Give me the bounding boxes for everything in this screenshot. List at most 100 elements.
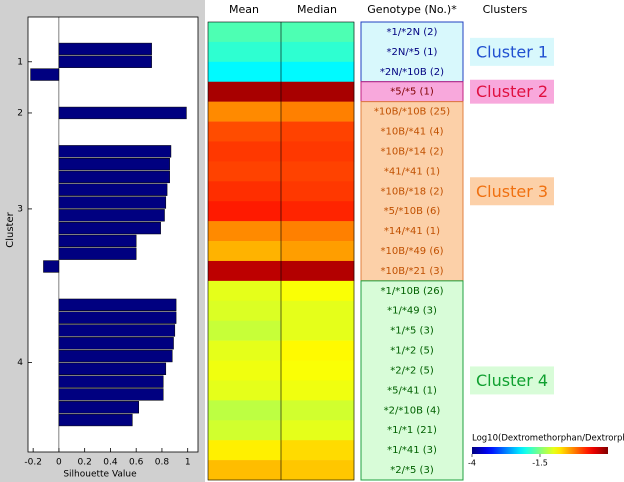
heatmap-cell — [281, 201, 355, 222]
silhouette-bar — [58, 311, 177, 324]
heatmap-cell — [281, 420, 355, 441]
heatmap-cell — [281, 460, 355, 481]
heatmap-cell — [281, 260, 355, 282]
genotype-label: *2N/*10B (2) — [380, 67, 444, 78]
heatmap-cell — [208, 181, 282, 202]
heatmap-cell — [208, 320, 282, 341]
y-tick-label: 4 — [17, 358, 23, 368]
silhouette-bar — [58, 157, 170, 171]
colorbar — [472, 447, 608, 454]
genotype-label: *1/*10B (26) — [380, 286, 443, 297]
heatmap-cell — [281, 320, 355, 341]
genotype-label: *1/*41 (3) — [387, 445, 437, 456]
heatmap-cell — [208, 360, 282, 381]
genotype-label: *5/*10B (6) — [384, 206, 441, 217]
genotype-label: *2/*2 (5) — [390, 365, 434, 376]
genotype-label: *2/*10B (4) — [384, 405, 441, 416]
genotype-label: *5/*5 (1) — [390, 87, 434, 98]
genotype-label: *41/*41 (1) — [384, 166, 440, 177]
silhouette-bar — [58, 362, 167, 375]
heatmap-cell — [281, 101, 355, 122]
silhouette-bar — [58, 183, 168, 196]
colorbar-tick-label: -4 — [468, 459, 476, 468]
cluster-label: Cluster 3 — [476, 182, 548, 201]
x-tick-label: 1 — [185, 458, 191, 468]
cluster-label-box — [470, 366, 554, 395]
heatmap-cell — [208, 101, 282, 122]
column-header: Mean — [229, 3, 259, 16]
cluster-label-box — [470, 37, 554, 66]
genotype-label: *10B/*21 (3) — [380, 266, 443, 277]
silhouette-bar — [58, 298, 177, 312]
cluster-label: Cluster 1 — [476, 42, 548, 61]
genotype-box — [360, 21, 464, 83]
heatmap-cell — [208, 340, 282, 361]
column-header: Genotype (No.)* — [367, 3, 457, 16]
heatmap-cell — [208, 241, 282, 262]
heatmap-cell — [281, 61, 355, 83]
genotype-label: *14/*41 (1) — [384, 226, 440, 237]
cluster-label-box — [470, 79, 554, 104]
heatmap-cell — [208, 221, 282, 242]
heatmap-cell — [281, 141, 355, 162]
heatmap-cell — [208, 121, 282, 142]
heatmap-cell — [281, 121, 355, 142]
heatmap-cell — [208, 141, 282, 162]
silhouette-bar — [58, 349, 173, 363]
silhouette-bar — [58, 170, 170, 184]
genotype-label: *10B/*10B (25) — [374, 107, 450, 118]
x-tick-label: 0.4 — [103, 458, 118, 468]
cluster-label-box — [470, 177, 554, 206]
x-axis-label: Silhouette Value — [63, 470, 137, 480]
heatmap-frame — [207, 21, 355, 481]
heatmap-cell — [208, 400, 282, 421]
genotype-label: *10B/*14 (2) — [380, 146, 443, 157]
heatmap-cell — [281, 340, 355, 361]
heatmap-cell — [281, 241, 355, 262]
y-tick-label: 3 — [17, 204, 23, 214]
silhouette-bar — [58, 388, 164, 401]
y-tick-label: 2 — [17, 108, 23, 118]
x-tick-label: 0.8 — [155, 458, 170, 468]
silhouette-bar — [43, 260, 60, 273]
x-tick-label: 0 — [56, 458, 62, 468]
heatmap-cell — [281, 300, 355, 321]
heatmap-cell — [208, 300, 282, 321]
genotype-label: *1/*5 (3) — [390, 326, 434, 337]
colorbar-tick-label: -1.5 — [532, 459, 548, 468]
heatmap-cell — [208, 201, 282, 222]
heatmap-cell — [281, 400, 355, 421]
genotype-label: *5/*41 (1) — [387, 385, 437, 396]
genotype-box — [360, 101, 464, 282]
heatmap-cell — [281, 41, 355, 63]
silhouette-bar — [58, 42, 152, 56]
silhouette-bar — [58, 209, 165, 222]
heatmap-cell — [281, 22, 355, 43]
silhouette-bar — [30, 68, 60, 81]
silhouette-bar — [58, 145, 172, 158]
heatmap-cell — [208, 22, 282, 43]
heatmap-cell — [281, 380, 355, 401]
genotype-label: *10B/*41 (4) — [380, 127, 443, 138]
heatmap-cell — [208, 41, 282, 63]
genotype-label: *2/*5 (3) — [390, 465, 434, 476]
genotype-label: *1/*1 (21) — [387, 425, 437, 436]
silhouette-bar — [58, 247, 137, 260]
column-header: Clusters — [483, 3, 528, 16]
y-tick-label: 1 — [17, 57, 23, 67]
colorbar-label: Log10(Dextromethorphan/Dextrorphan) — [472, 434, 624, 444]
column-header: Median — [297, 3, 337, 16]
x-tick-label: -0.2 — [24, 458, 42, 468]
silhouette-bar — [58, 55, 152, 68]
heatmap-cell — [281, 81, 355, 102]
heatmap-cell — [208, 161, 282, 182]
genotype-label: *10B/*49 (6) — [380, 246, 443, 257]
heatmap-cell — [281, 280, 355, 302]
heatmap-cell — [208, 280, 282, 302]
genotype-box — [360, 280, 464, 481]
heatmap-cell — [208, 61, 282, 83]
silhouette-bar — [58, 401, 140, 414]
heatmap-cell — [281, 221, 355, 242]
